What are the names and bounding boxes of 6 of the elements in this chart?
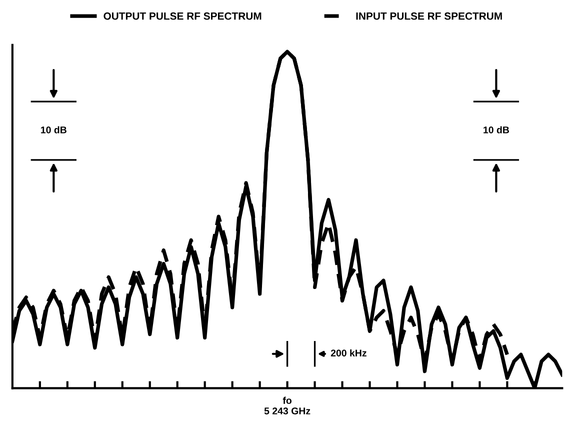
- legend-label: INPUT PULSE RF SPECTRUM: [356, 12, 502, 20]
- legend-label: OUTPUT PULSE RF SPECTRUM: [104, 12, 262, 20]
- annotation: 10 dB: [41, 126, 66, 134]
- annotation: 10 dB: [484, 126, 509, 134]
- text: fo 5 243 GHz: [264, 396, 310, 414]
- annotation: 200 kHz: [330, 349, 366, 356]
